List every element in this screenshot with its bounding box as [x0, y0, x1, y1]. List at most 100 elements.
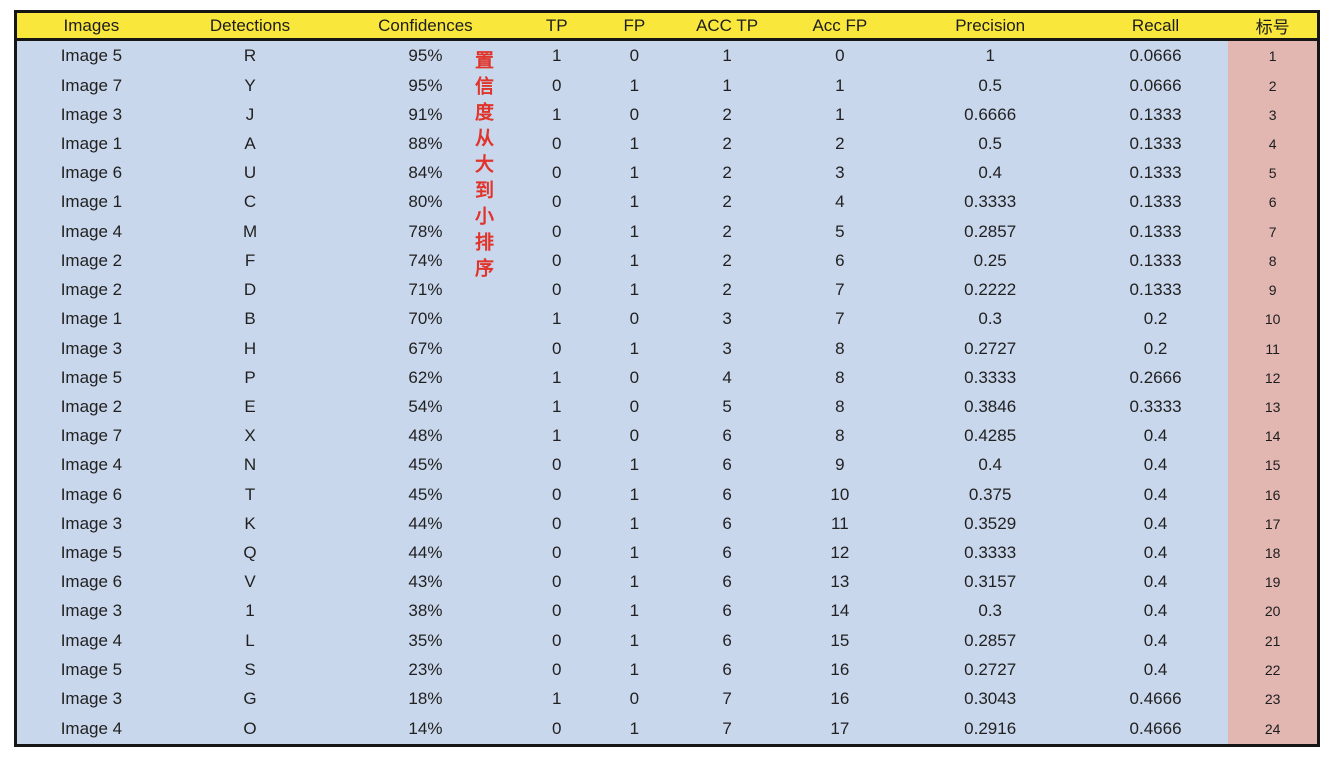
cell-images: Image 5 — [15, 363, 166, 393]
cell-images: Image 5 — [15, 39, 166, 71]
cell-fp: 1 — [596, 509, 672, 539]
cell-images: Image 6 — [15, 479, 166, 510]
cell-detections: G — [165, 684, 335, 714]
cell-fp: 1 — [596, 538, 672, 568]
cell-acc-fp: 2 — [782, 129, 898, 159]
cell-acc-fp: 16 — [782, 684, 898, 714]
table-row: Image 6 V 43% 0 1 6 13 0.3157 0.4 19 — [15, 567, 1319, 597]
cell-label-number: 3 — [1228, 100, 1319, 130]
cell-acc-tp: 3 — [671, 333, 783, 364]
cell-confidences: 14% — [334, 713, 517, 746]
cell-label-number: 24 — [1228, 713, 1319, 746]
cell-acc-fp: 15 — [782, 626, 898, 656]
cell-precision: 0.6666 — [897, 100, 1083, 130]
cell-acc-tp: 2 — [671, 129, 783, 159]
cell-detections: 1 — [165, 596, 335, 627]
table-row: Image 2 F 74% 0 1 2 6 0.25 0.1333 8 — [15, 246, 1319, 276]
cell-fp: 1 — [596, 479, 672, 510]
cell-recall: 0.4 — [1082, 655, 1229, 685]
cell-detections: T — [165, 479, 335, 510]
cell-fp: 0 — [596, 421, 672, 451]
cell-label-number: 14 — [1228, 421, 1319, 451]
table-row: Image 3 K 44% 0 1 6 11 0.3529 0.4 17 — [15, 509, 1319, 539]
cell-fp: 1 — [596, 70, 672, 101]
cell-acc-tp: 6 — [671, 626, 783, 656]
column-header-acc-tp: ACC TP — [671, 11, 783, 41]
cell-confidences: 38% — [334, 596, 517, 627]
cell-images: Image 4 — [15, 713, 166, 746]
cell-label-number: 10 — [1228, 304, 1319, 334]
cell-confidences: 74% — [334, 246, 517, 276]
cell-acc-fp: 4 — [782, 187, 898, 218]
cell-fp: 1 — [596, 158, 672, 188]
cell-images: Image 5 — [15, 538, 166, 568]
table-row: Image 1 A 88% 0 1 2 2 0.5 0.1333 4 — [15, 129, 1319, 159]
cell-label-number: 19 — [1228, 567, 1319, 597]
cell-detections: X — [165, 421, 335, 451]
cell-fp: 0 — [596, 304, 672, 334]
cell-detections: J — [165, 100, 335, 130]
cell-recall: 0.0666 — [1082, 70, 1229, 101]
cell-fp: 0 — [596, 684, 672, 714]
cell-acc-fp: 1 — [782, 100, 898, 130]
cell-acc-tp: 6 — [671, 479, 783, 510]
column-header-images: Images — [15, 11, 166, 41]
column-header-recall: Recall — [1082, 11, 1229, 41]
cell-acc-fp: 10 — [782, 479, 898, 510]
cell-confidences: 78% — [334, 217, 517, 247]
cell-confidences: 70% — [334, 304, 517, 334]
cell-detections: N — [165, 450, 335, 480]
table-row: Image 3 J 91% 1 0 2 1 0.6666 0.1333 3 — [15, 100, 1319, 130]
cell-confidences: 67% — [334, 333, 517, 364]
cell-detections: Y — [165, 70, 335, 101]
cell-images: Image 2 — [15, 275, 166, 305]
cell-precision: 0.3043 — [897, 684, 1083, 714]
cell-detections: L — [165, 626, 335, 656]
cell-fp: 1 — [596, 626, 672, 656]
cell-recall: 0.4 — [1082, 421, 1229, 451]
cell-recall: 0.2 — [1082, 333, 1229, 364]
table-row: Image 4 O 14% 0 1 7 17 0.2916 0.4666 24 — [15, 713, 1319, 746]
cell-recall: 0.1333 — [1082, 187, 1229, 218]
cell-precision: 0.3333 — [897, 187, 1083, 218]
cell-images: Image 1 — [15, 304, 166, 334]
cell-acc-fp: 8 — [782, 363, 898, 393]
cell-acc-tp: 6 — [671, 596, 783, 627]
cell-precision: 0.25 — [897, 246, 1083, 276]
table-row: Image 3 G 18% 1 0 7 16 0.3043 0.4666 23 — [15, 684, 1319, 714]
cell-label-number: 2 — [1228, 70, 1319, 101]
cell-recall: 0.2 — [1082, 304, 1229, 334]
cell-images: Image 2 — [15, 246, 166, 276]
cell-label-number: 7 — [1228, 217, 1319, 247]
cell-precision: 0.4285 — [897, 421, 1083, 451]
cell-acc-tp: 3 — [671, 304, 783, 334]
cell-fp: 1 — [596, 187, 672, 218]
table-row: Image 6 T 45% 0 1 6 10 0.375 0.4 16 — [15, 479, 1319, 510]
cell-tp: 0 — [516, 596, 597, 627]
cell-tp: 1 — [516, 363, 597, 393]
cell-precision: 0.3333 — [897, 363, 1083, 393]
cell-label-number: 8 — [1228, 246, 1319, 276]
cell-tp: 1 — [516, 304, 597, 334]
cell-images: Image 4 — [15, 450, 166, 480]
table-row: Image 1 B 70% 1 0 3 7 0.3 0.2 10 — [15, 304, 1319, 334]
cell-confidences: 91% — [334, 100, 517, 130]
cell-confidences: 43% — [334, 567, 517, 597]
table-row: Image 2 D 71% 0 1 2 7 0.2222 0.1333 9 — [15, 275, 1319, 305]
cell-label-number: 21 — [1228, 626, 1319, 656]
cell-label-number: 18 — [1228, 538, 1319, 568]
column-header-acc-fp: Acc FP — [782, 11, 898, 41]
cell-acc-fp: 13 — [782, 567, 898, 597]
cell-detections: Q — [165, 538, 335, 568]
cell-acc-fp: 5 — [782, 217, 898, 247]
cell-detections: D — [165, 275, 335, 305]
cell-fp: 0 — [596, 100, 672, 130]
cell-acc-tp: 2 — [671, 187, 783, 218]
cell-tp: 1 — [516, 39, 597, 71]
cell-acc-tp: 2 — [671, 217, 783, 247]
cell-confidences: 84% — [334, 158, 517, 188]
cell-images: Image 6 — [15, 567, 166, 597]
table-row: Image 7 X 48% 1 0 6 8 0.4285 0.4 14 — [15, 421, 1319, 451]
cell-tp: 0 — [516, 246, 597, 276]
cell-precision: 0.2727 — [897, 333, 1083, 364]
